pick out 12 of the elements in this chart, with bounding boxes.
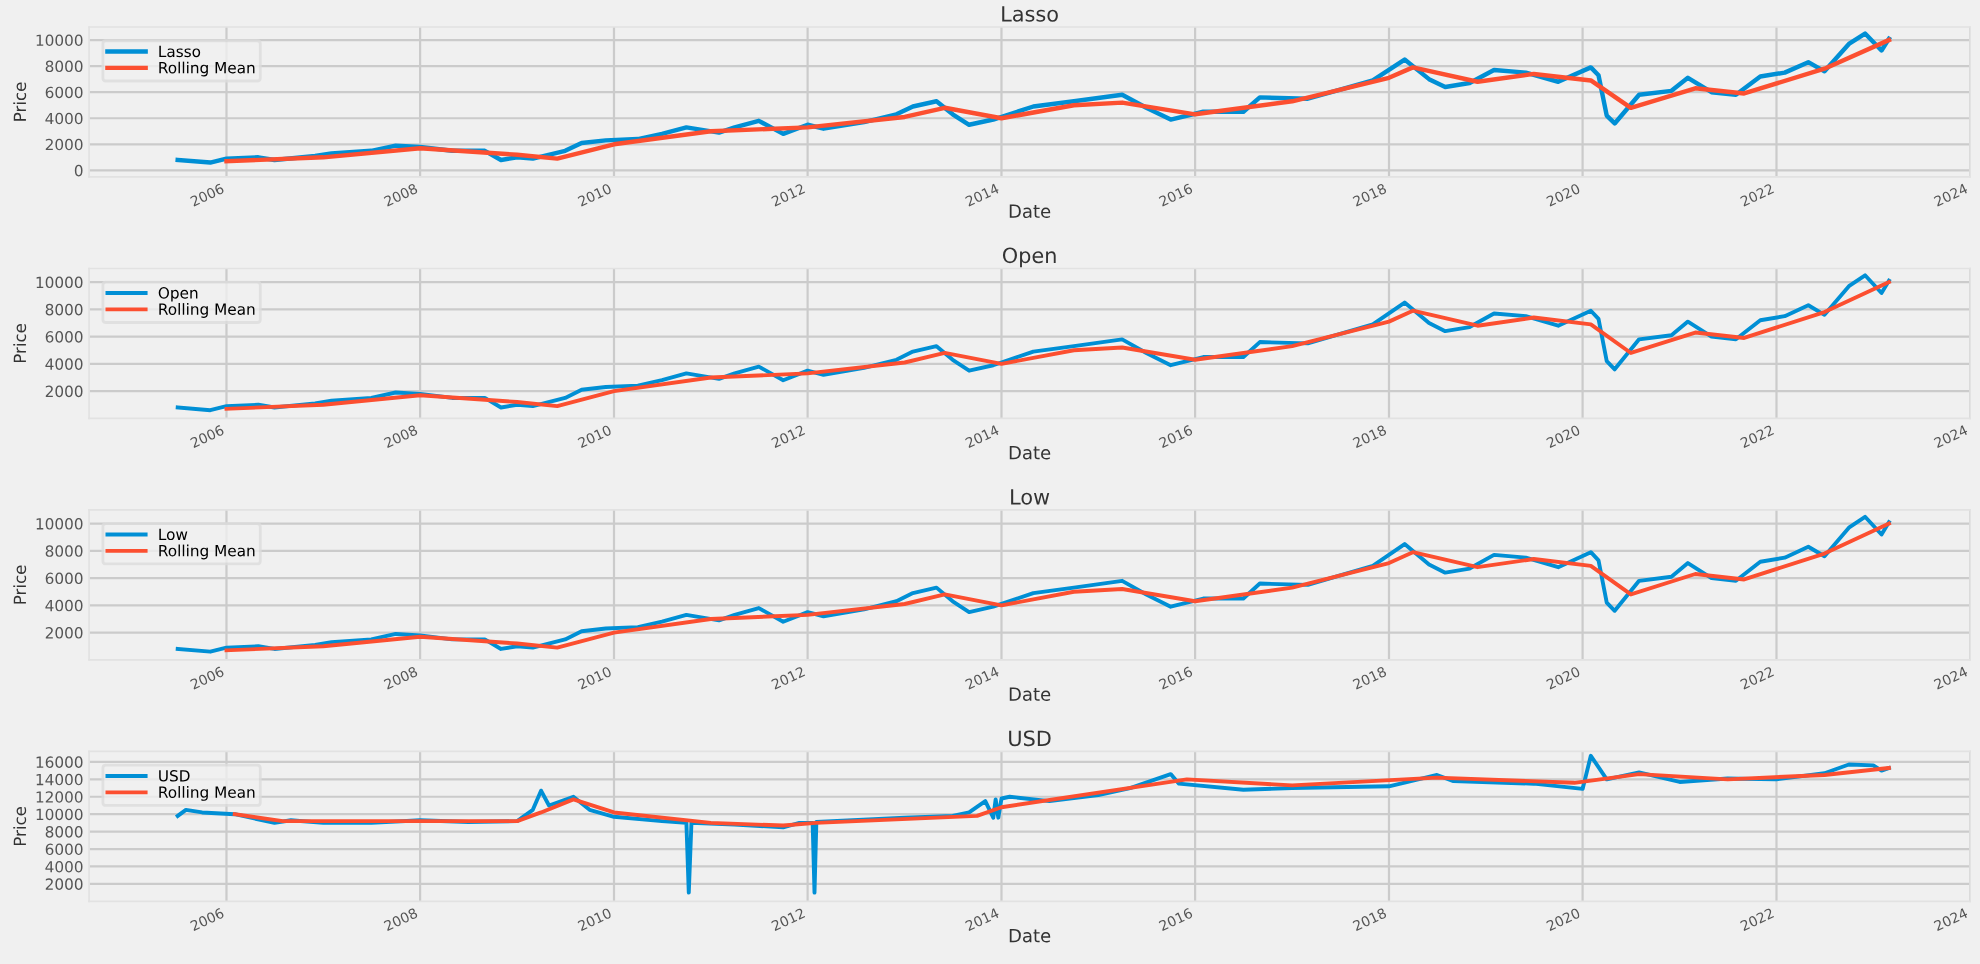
x-axis-title: Date [1009, 204, 1051, 218]
chart-title: Lasso [1002, 6, 1058, 22]
chart-title: USD [1009, 730, 1051, 747]
y-axis-title: Price [13, 323, 27, 363]
x-axis-title: Date [1009, 687, 1051, 701]
y-axis-title: Price [13, 806, 27, 846]
x-axis-title: Date [1009, 446, 1051, 460]
chart-title: Low [1011, 489, 1050, 505]
chart-title: Open [1002, 247, 1056, 268]
x-axis-title: Date [1009, 929, 1051, 943]
y-axis-title: Price [13, 565, 27, 604]
y-axis-title: Price [13, 82, 27, 121]
